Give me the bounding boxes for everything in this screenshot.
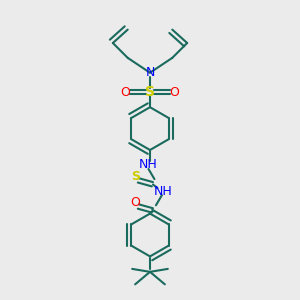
Text: S: S: [130, 170, 140, 183]
Text: O: O: [169, 85, 179, 98]
Text: O: O: [130, 196, 140, 209]
Text: N: N: [145, 66, 155, 79]
Text: O: O: [121, 85, 130, 98]
Text: NH: NH: [154, 184, 173, 197]
Text: NH: NH: [139, 158, 158, 171]
Text: S: S: [145, 85, 155, 99]
